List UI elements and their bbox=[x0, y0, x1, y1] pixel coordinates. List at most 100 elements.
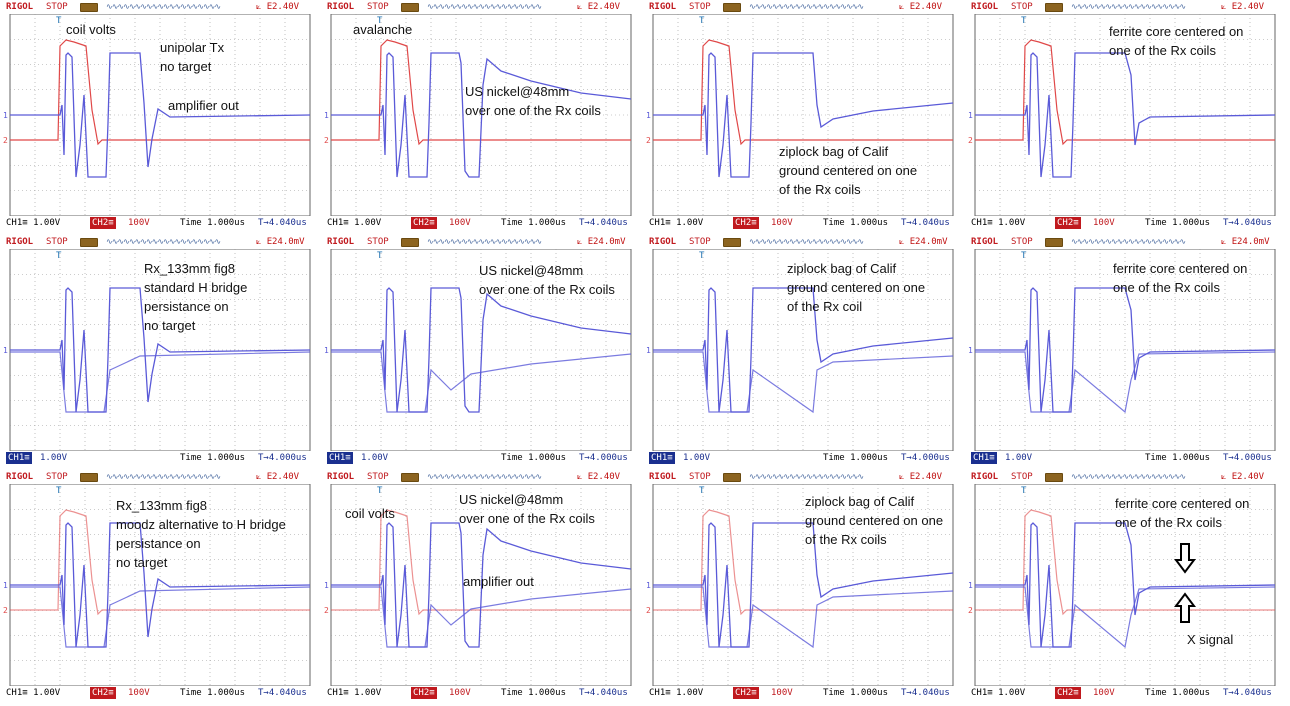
ch1-scale: 1.00V bbox=[40, 453, 68, 463]
trigger-position-marker: T bbox=[377, 16, 383, 26]
timebase-value: Time 1.000us bbox=[180, 218, 246, 228]
ch2-marker: 2 bbox=[3, 606, 8, 615]
scope-panel: RIGOL STOP ∿∿∿∿∿∿∿∿∿∿∿∿∿∿∿∿∿∿∿∿ ⟀ E 24.0mV 1 T… bbox=[323, 235, 639, 465]
trigger-edge-icon: ⟀ E bbox=[899, 472, 916, 482]
trigger-position-value: T→4.000us bbox=[1223, 453, 1272, 463]
scope-settings-bar: CH1≡ 1.00V CH2≡ 100V Time 1.000us T→4.040us bbox=[967, 686, 1283, 700]
trigger-edge-icon: ⟀ E bbox=[1221, 472, 1238, 482]
scope-panel: RIGOL STOP ∿∿∿∿∿∿∿∿∿∿∿∿∿∿∿∿∿∿∿∿ ⟀ E 2.40V 1 2 T… bbox=[645, 470, 961, 700]
trigger-edge-icon: ⟀ E bbox=[577, 237, 594, 247]
ch2-scale: 100V bbox=[449, 218, 471, 228]
ch2-trace bbox=[975, 509, 1275, 616]
brand-label: RIGOL bbox=[649, 237, 677, 247]
x-signal-arrows bbox=[1174, 543, 1196, 623]
ch2-scale: 100V bbox=[771, 218, 793, 228]
scope-settings-bar: CH1≡ 1.00V Time 1.000us T→4.000us bbox=[2, 451, 318, 465]
scope-settings-bar: CH1≡ 1.00V CH2≡ 100V Time 1.000us T→4.040us bbox=[645, 216, 961, 230]
ch1-marker: 1 bbox=[324, 111, 329, 120]
ch2-marker: 2 bbox=[324, 606, 329, 615]
annotation-text: ferrite core centered on one of the Rx c… bbox=[1109, 24, 1244, 58]
memory-depth-icon: ∿∿∿∿∿∿∿∿∿∿∿∿∿∿∿∿∿∿∿∿ bbox=[427, 237, 542, 246]
memory-icon bbox=[1045, 473, 1063, 482]
memory-icon bbox=[723, 238, 741, 247]
annotation-text: coil volts bbox=[66, 22, 116, 37]
timebase-value: Time 1.000us bbox=[180, 453, 246, 463]
timebase-value: Time 1.000us bbox=[823, 688, 889, 698]
ch1-persist-trace bbox=[975, 586, 1276, 649]
scope-graticule: 1 2 T bbox=[968, 14, 1276, 216]
scope-status-bar: RIGOL STOP ∿∿∿∿∿∿∿∿∿∿∿∿∿∿∿∿∿∿∿∿ ⟀ E 2.40V bbox=[645, 470, 961, 484]
memory-depth-icon: ∿∿∿∿∿∿∿∿∿∿∿∿∿∿∿∿∿∿∿∿ bbox=[106, 237, 221, 246]
annotation-text: Rx_133mm fig8 standard H bridge persista… bbox=[144, 261, 248, 333]
scope-status-bar: RIGOL STOP ∿∿∿∿∿∿∿∿∿∿∿∿∿∿∿∿∿∿∿∿ ⟀ E 2.40V bbox=[967, 470, 1283, 484]
scope-panel: RIGOL STOP ∿∿∿∿∿∿∿∿∿∿∿∿∿∿∿∿∿∿∿∿ ⟀ E 2.40V 1 2 T… bbox=[967, 470, 1283, 700]
scope-panel: RIGOL STOP ∿∿∿∿∿∿∿∿∿∿∿∿∿∿∿∿∿∿∿∿ ⟀ E 2.40V 1 2 T… bbox=[645, 0, 961, 230]
trigger-position-marker: T bbox=[1021, 16, 1027, 26]
scope-graticule: 1T bbox=[3, 249, 311, 451]
ch2-label: CH2≡ bbox=[411, 217, 437, 229]
trigger-level: 24.0mV bbox=[593, 237, 626, 247]
trigger-level: 24.0mV bbox=[272, 237, 305, 247]
ch1-persist-trace bbox=[653, 351, 954, 414]
brand-label: RIGOL bbox=[649, 472, 677, 482]
ch2-marker: 2 bbox=[324, 136, 329, 145]
scope-graticule: 1 2 T bbox=[324, 484, 632, 686]
trigger-position-value: T→4.040us bbox=[579, 218, 628, 228]
trigger-edge-icon: ⟀ E bbox=[256, 2, 273, 12]
ch2-trace bbox=[331, 509, 631, 616]
annotation-text: unipolar Tx no target bbox=[160, 40, 225, 74]
ch1-marker: 1 bbox=[968, 111, 973, 120]
trigger-position-value: T→4.000us bbox=[579, 453, 628, 463]
ch1-marker: 1 bbox=[968, 581, 973, 590]
timebase-value: Time 1.000us bbox=[501, 218, 567, 228]
annotation-text: ferrite core centered on one of the Rx c… bbox=[1113, 261, 1248, 295]
memory-depth-icon: ∿∿∿∿∿∿∿∿∿∿∿∿∿∿∿∿∿∿∿∿ bbox=[1071, 237, 1186, 246]
trigger-edge-icon: ⟀ E bbox=[1221, 237, 1238, 247]
scope-settings-bar: CH1≡ 1.00V CH2≡ 100V Time 1.000us T→4.040us bbox=[2, 216, 318, 230]
ch2-scale: 100V bbox=[128, 218, 150, 228]
annotation-text: ziplock bag of Calif ground centered on … bbox=[779, 144, 918, 197]
trigger-position-marker: T bbox=[377, 251, 383, 261]
trigger-position-marker: T bbox=[56, 251, 62, 261]
memory-depth-icon: ∿∿∿∿∿∿∿∿∿∿∿∿∿∿∿∿∿∿∿∿ bbox=[427, 2, 542, 11]
run-status-label: STOP bbox=[367, 237, 389, 247]
trigger-level: 2.40V bbox=[915, 2, 943, 12]
scope-panel: RIGOL STOP ∿∿∿∿∿∿∿∿∿∿∿∿∿∿∿∿∿∿∿∿ ⟀ E 24.0mV 1 T… bbox=[2, 235, 318, 465]
annotation-text: US nickel@48mm over one of the Rx coils bbox=[465, 84, 601, 118]
trigger-position-marker: T bbox=[1021, 251, 1027, 261]
trigger-level: 24.0mV bbox=[915, 237, 948, 247]
ch1-marker: 1 bbox=[3, 111, 8, 120]
timebase-value: Time 1.000us bbox=[1145, 218, 1211, 228]
timebase-value: Time 1.000us bbox=[501, 453, 567, 463]
memory-depth-icon: ∿∿∿∿∿∿∿∿∿∿∿∿∿∿∿∿∿∿∿∿ bbox=[427, 472, 542, 481]
ch1-marker: 1 bbox=[646, 111, 651, 120]
brand-label: RIGOL bbox=[327, 2, 355, 12]
memory-depth-icon: ∿∿∿∿∿∿∿∿∿∿∿∿∿∿∿∿∿∿∿∿ bbox=[749, 237, 864, 246]
timebase-value: Time 1.000us bbox=[180, 688, 246, 698]
brand-label: RIGOL bbox=[971, 472, 999, 482]
trigger-level: 2.40V bbox=[915, 472, 943, 482]
ch1-scale: CH1≡ 1.00V bbox=[327, 688, 382, 698]
trigger-position-marker: T bbox=[56, 16, 62, 26]
brand-label: RIGOL bbox=[971, 2, 999, 12]
ch1-marker: 1 bbox=[3, 346, 8, 355]
scope-status-bar: RIGOL STOP ∿∿∿∿∿∿∿∿∿∿∿∿∿∿∿∿∿∿∿∿ ⟀ E 24.0mV bbox=[323, 235, 639, 249]
timebase-value: Time 1.000us bbox=[1145, 688, 1211, 698]
ch1-marker: 1 bbox=[646, 346, 651, 355]
trigger-edge-icon: ⟀ E bbox=[1221, 2, 1238, 12]
ch1-persist-trace bbox=[10, 586, 311, 648]
ch2-scale: 100V bbox=[1093, 688, 1115, 698]
run-status-label: STOP bbox=[1011, 2, 1033, 12]
trigger-level: 2.40V bbox=[1237, 472, 1265, 482]
ch2-trace bbox=[653, 509, 953, 616]
memory-icon bbox=[80, 473, 98, 482]
ch2-scale: 100V bbox=[1093, 218, 1115, 228]
scope-settings-bar: CH1≡ 1.00V CH2≡ 100V Time 1.000us T→4.040us bbox=[645, 686, 961, 700]
brand-label: RIGOL bbox=[6, 2, 34, 12]
ch1-scale: 1.00V bbox=[361, 453, 389, 463]
annotation-text: amplifier out bbox=[168, 98, 239, 113]
memory-icon bbox=[80, 3, 98, 12]
ch2-label: CH2≡ bbox=[1055, 217, 1081, 229]
annotation-text: X signal bbox=[1187, 632, 1234, 647]
ch1-label: CH1≡ bbox=[6, 452, 32, 464]
